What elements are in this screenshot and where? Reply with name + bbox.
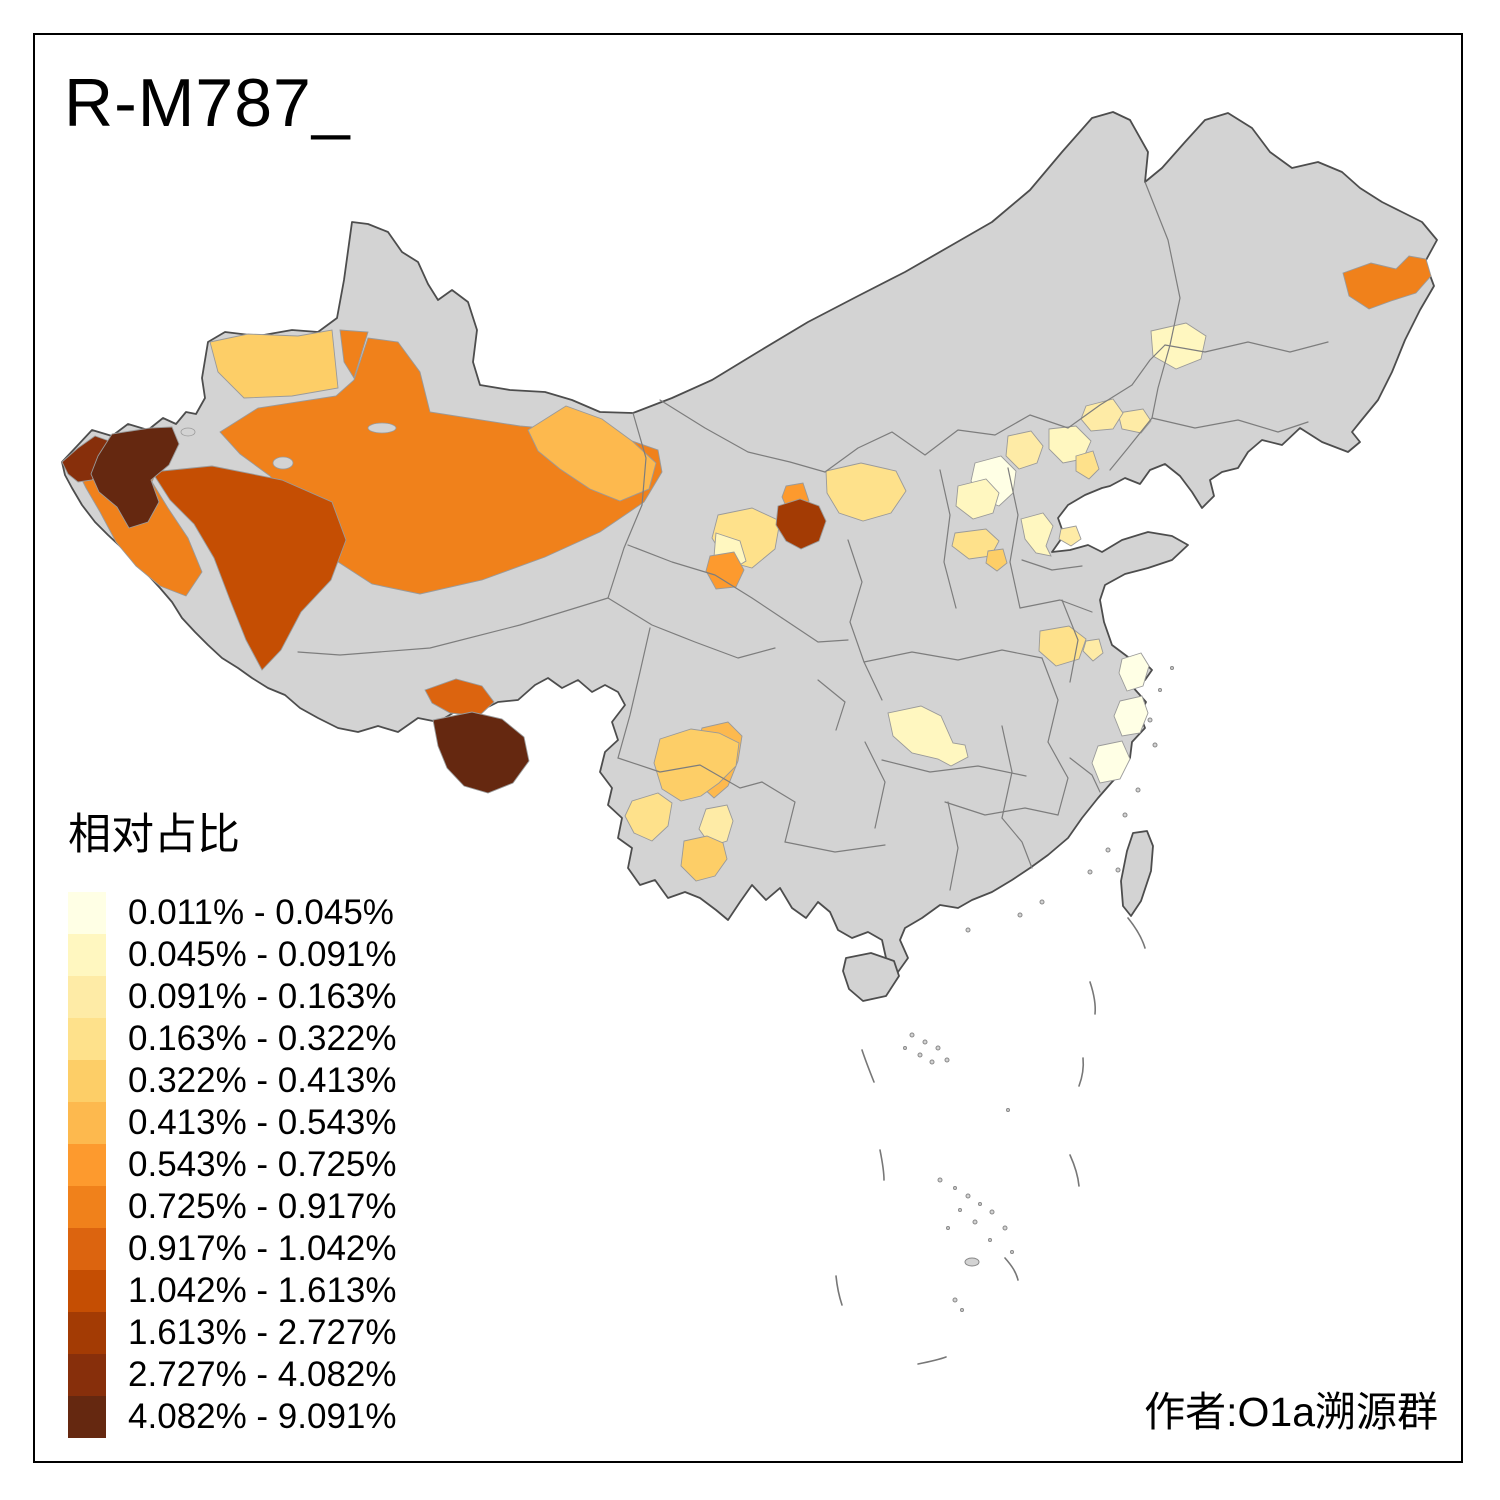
hainan-island [842,952,900,1002]
page-title: R-M787_ [64,65,351,141]
legend-swatch [68,934,106,976]
region-shandong-central-small [1058,525,1082,547]
attribution: 作者:O1a溯源群 [1144,1389,1438,1435]
legend-row: 2.727% - 4.082% [68,1354,397,1396]
taiwan-island [1120,830,1154,917]
region-xinjiang-altay-north [339,329,369,380]
legend-label: 4.082% - 9.091% [128,1397,397,1436]
sea-islands [903,666,1174,1312]
region-gansu-jiuquan [527,405,657,502]
region-jilin-changchun [1150,322,1207,370]
legend-row: 0.163% - 0.322% [68,1018,397,1060]
region-inner-mongolia-west-pale [825,462,907,522]
colored-regions [61,255,1432,882]
legend-swatch [68,1060,106,1102]
region-beijing [1005,430,1044,470]
legend-title: 相对占比 [68,811,240,859]
legend-rows: 0.011% - 0.045% 0.045% - 0.091% 0.091% -… [68,892,397,1438]
legend: 相对占比 0.011% - 0.045% 0.045% - 0.091% 0.0… [68,800,397,1438]
legend-label: 0.413% - 0.543% [128,1103,397,1142]
legend-swatch [68,976,106,1018]
lake-enclave [367,422,397,434]
legend-swatch [68,1270,106,1312]
region-liaoning-chaoyang [1117,408,1152,434]
region-yunnan-dali [624,792,673,842]
legend-row: 0.091% - 0.163% [68,976,397,1018]
legend-row: 0.413% - 0.543% [68,1102,397,1144]
legend-label: 1.042% - 1.613% [128,1271,397,1310]
legend-row: 0.917% - 1.042% [68,1228,397,1270]
legend-row: 0.322% - 0.413% [68,1060,397,1102]
region-hebei-baoding [955,478,1000,520]
region-heilongjiang-east [1342,255,1432,310]
region-tibet-west-orange [424,678,495,717]
legend-swatch [68,1186,106,1228]
legend-swatch [68,1312,106,1354]
legend-row: 0.543% - 0.725% [68,1144,397,1186]
legend-swatch [68,1228,106,1270]
lake-enclave [180,427,196,437]
legend-label: 2.727% - 4.082% [128,1355,397,1394]
legend-row: 1.042% - 1.613% [68,1270,397,1312]
nine-dash-line [835,917,1146,1365]
legend-label: 1.613% - 2.727% [128,1313,397,1352]
plot-frame [33,33,1463,1463]
region-hubei-west [887,705,969,767]
legend-label: 0.725% - 0.917% [128,1187,397,1226]
legend-label: 0.322% - 0.413% [128,1061,397,1100]
legend-swatch [68,1144,106,1186]
legend-label: 0.917% - 1.042% [128,1229,397,1268]
region-zhejiang-wenzhou [1091,740,1131,784]
region-xinjiang-west-dark [90,426,180,529]
region-gansu-lanzhou [705,551,745,590]
region-ningxia-central-dark [775,498,827,550]
region-shandong-northwest [1020,512,1054,557]
region-anhui-east-small [1082,638,1104,662]
legend-label: 0.011% - 0.045% [128,893,394,932]
legend-label: 0.543% - 0.725% [128,1145,397,1184]
region-xinjiang-ili [209,329,339,399]
region-hebei-tangshan [1075,450,1100,480]
lake-enclave [272,456,294,470]
legend-label: 0.091% - 0.163% [128,977,397,1016]
region-tibet-south-dark [432,711,530,794]
region-shanxi-east-small [985,548,1008,572]
legend-row: 0.011% - 0.045% [68,892,397,934]
legend-label: 0.163% - 0.322% [128,1019,397,1058]
region-anhui-hefei [1038,625,1087,667]
legend-row: 0.725% - 0.917% [68,1186,397,1228]
region-zhejiang-ningbo [1113,695,1149,737]
legend-swatch [68,1018,106,1060]
legend-swatch [68,892,106,934]
legend-row: 4.082% - 9.091% [68,1396,397,1438]
legend-row: 1.613% - 2.727% [68,1312,397,1354]
region-yunnan-honghe [680,835,728,882]
legend-label: 0.045% - 0.091% [128,935,397,974]
legend-row: 0.045% - 0.091% [68,934,397,976]
legend-swatch [68,1354,106,1396]
legend-swatch [68,1396,106,1438]
region-shanghai-area [1118,652,1150,692]
province-borders [297,181,1329,891]
region-yunnan-chuxiong [653,728,740,802]
legend-swatch [68,1102,106,1144]
region-xinjiang-hotan [151,465,347,671]
